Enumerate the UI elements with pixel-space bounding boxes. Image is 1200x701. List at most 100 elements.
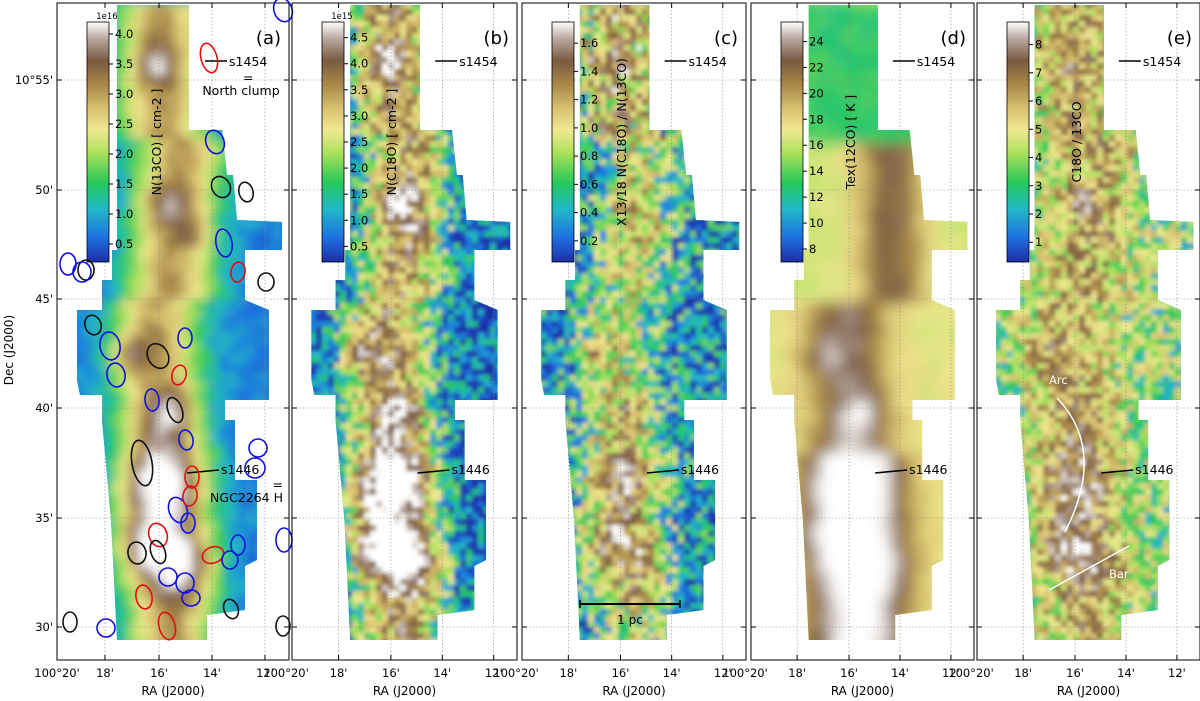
map-cell [174, 183, 184, 193]
map-cell [57, 327, 67, 337]
map-cell [364, 423, 371, 430]
map-cell [376, 39, 383, 46]
map-cell [210, 102, 220, 112]
map-cell [237, 255, 247, 265]
map-cell [147, 66, 157, 76]
map-cell [120, 588, 130, 598]
map-cell [298, 207, 305, 214]
map-cell [460, 129, 467, 136]
map-cell [255, 129, 265, 139]
map-cell [129, 5, 139, 13]
map-cell [424, 291, 431, 298]
map-cell [412, 237, 419, 244]
map-cell [201, 273, 211, 283]
map-cell [454, 9, 461, 16]
map-cell [424, 219, 431, 226]
map-cell [466, 249, 473, 256]
map-cell [436, 177, 443, 184]
map-cell [84, 390, 94, 400]
map-cell [382, 249, 389, 256]
map-cell [442, 453, 449, 460]
map-cell [66, 534, 76, 544]
map-cell [430, 111, 437, 118]
map-cell [102, 507, 112, 517]
map-cell [436, 267, 443, 274]
map-cell [292, 15, 299, 22]
map-cell [388, 45, 395, 52]
map-cell [376, 129, 383, 136]
map-cell [210, 633, 220, 640]
map-cell [57, 3, 67, 13]
map-cell [466, 309, 473, 316]
map-cell [147, 129, 157, 139]
map-cell [138, 606, 148, 616]
map-cell [255, 642, 265, 652]
map-cell [388, 315, 395, 322]
map-cell [508, 315, 511, 322]
map-cell [138, 435, 148, 445]
map-cell [412, 5, 419, 10]
map-cell [66, 147, 76, 157]
map-cell [292, 147, 299, 154]
map-cell [376, 45, 383, 52]
map-cell [165, 102, 175, 112]
map-cell [466, 447, 473, 454]
map-cell [448, 465, 455, 472]
map-cell [460, 291, 467, 298]
map-cell [454, 291, 461, 298]
map-cell [129, 48, 139, 58]
map-cell [228, 282, 238, 292]
map-cell [454, 231, 461, 238]
map-cell [77, 525, 85, 535]
map-cell [311, 435, 317, 442]
map-cell [436, 315, 443, 322]
map-cell [388, 117, 395, 124]
map-cell [442, 75, 449, 82]
map-cell [502, 411, 509, 418]
map-cell [448, 315, 455, 322]
map-cell [147, 381, 157, 391]
map-cell [57, 210, 67, 220]
map-cell [129, 111, 139, 121]
map-cell [418, 375, 425, 382]
map-cell [430, 375, 437, 382]
map-cell [394, 111, 401, 118]
map-cell [282, 246, 292, 256]
map-cell [502, 93, 509, 100]
map-cell [412, 243, 419, 250]
map-cell [502, 177, 509, 184]
map-cell [436, 417, 443, 424]
map-cell [298, 459, 305, 466]
map-cell [292, 81, 299, 88]
map-cell [210, 507, 220, 517]
map-cell [84, 5, 94, 13]
map-cell [93, 516, 103, 526]
map-cell [174, 156, 184, 166]
map-cell [183, 498, 193, 508]
map-cell [358, 213, 365, 220]
map-cell [436, 231, 443, 238]
map-cell [147, 5, 157, 13]
map-cell [376, 423, 383, 430]
map-cell [292, 291, 299, 298]
map-cell [442, 33, 449, 40]
map-cell [412, 153, 419, 160]
map-cell [334, 411, 341, 418]
y-axis-label: Dec (J2000) [2, 315, 16, 385]
map-cell [311, 339, 317, 346]
source-s1454-alias: North clump [202, 83, 279, 98]
map-cell [273, 336, 282, 346]
map-cell [454, 459, 461, 466]
map-cell [424, 195, 431, 202]
map-cell [228, 606, 238, 616]
map-cell [358, 135, 365, 142]
map-cell [364, 273, 371, 280]
map-cell [77, 210, 85, 220]
map-cell [502, 105, 509, 112]
map-cell [273, 534, 282, 544]
map-cell [102, 489, 112, 499]
map-cell [370, 171, 377, 178]
map-cell [364, 219, 371, 226]
map-cell [508, 207, 511, 214]
map-cell [129, 471, 139, 481]
